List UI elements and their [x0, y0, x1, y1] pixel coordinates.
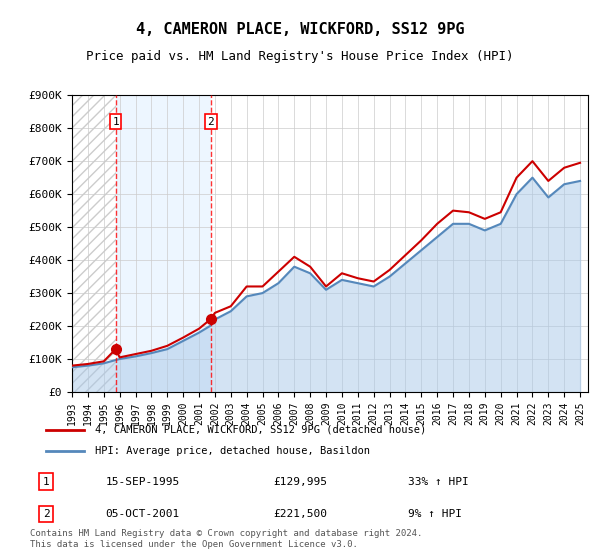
Text: HPI: Average price, detached house, Basildon: HPI: Average price, detached house, Basi…	[95, 446, 370, 456]
Text: Contains HM Land Registry data © Crown copyright and database right 2024.
This d: Contains HM Land Registry data © Crown c…	[30, 529, 422, 549]
Text: 9% ↑ HPI: 9% ↑ HPI	[408, 509, 462, 519]
Text: £221,500: £221,500	[273, 509, 327, 519]
Text: 2: 2	[43, 509, 50, 519]
Text: 1: 1	[112, 116, 119, 127]
Text: 1: 1	[43, 477, 50, 487]
Text: 4, CAMERON PLACE, WICKFORD, SS12 9PG: 4, CAMERON PLACE, WICKFORD, SS12 9PG	[136, 22, 464, 38]
Text: 33% ↑ HPI: 33% ↑ HPI	[408, 477, 469, 487]
Text: Price paid vs. HM Land Registry's House Price Index (HPI): Price paid vs. HM Land Registry's House …	[86, 50, 514, 63]
Text: £129,995: £129,995	[273, 477, 327, 487]
Text: 4, CAMERON PLACE, WICKFORD, SS12 9PG (detached house): 4, CAMERON PLACE, WICKFORD, SS12 9PG (de…	[95, 424, 426, 435]
Text: 05-OCT-2001: 05-OCT-2001	[106, 509, 180, 519]
Text: 2: 2	[208, 116, 214, 127]
Text: 15-SEP-1995: 15-SEP-1995	[106, 477, 180, 487]
